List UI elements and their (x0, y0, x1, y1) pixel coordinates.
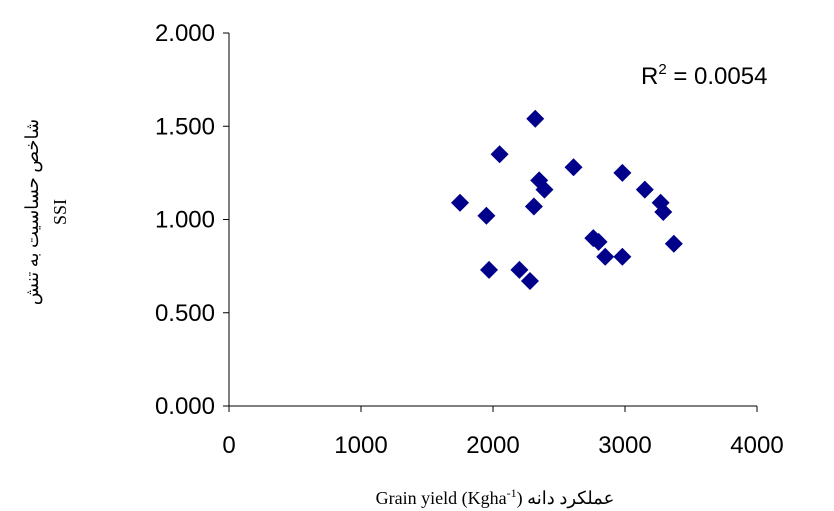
data-point-diamond (480, 260, 499, 279)
data-point-diamond (477, 206, 496, 225)
data-point-diamond (520, 272, 539, 291)
data-point-diamond (524, 197, 543, 216)
y-tick-label: 0.500 (155, 300, 215, 327)
y-tick-label: 1.500 (155, 113, 215, 140)
x-tick-label: 3000 (598, 432, 651, 459)
data-point-diamond (589, 232, 608, 251)
data-point-diamond (664, 234, 683, 253)
data-point-diamond (564, 158, 583, 177)
y-tick-label: 2.000 (155, 20, 215, 47)
data-point-diamond (613, 163, 632, 182)
r-squared-annotation: R2 = 0.0054 (641, 61, 767, 90)
data-point-diamond (526, 109, 545, 128)
y-axis-title-persian: شاخص حساسیت به تنش (22, 119, 43, 305)
x-axis-ticks: 0 1000 2000 3000 4000 (222, 406, 784, 459)
y-tick-label: 0.000 (155, 393, 215, 420)
x-axis-title: Grain yield (Kgha-1) عملکرد دانه (376, 486, 615, 509)
data-point-diamond (596, 247, 615, 266)
y-axis-ticks: 0.000 0.500 1.000 1.500 2.000 (155, 20, 229, 420)
x-tick-label: 1000 (334, 432, 387, 459)
data-points (451, 109, 683, 291)
y-tick-label: 1.000 (155, 207, 215, 234)
data-point-diamond (613, 247, 632, 266)
data-point-diamond (490, 145, 509, 164)
x-tick-label: 0 (222, 432, 235, 459)
data-point-diamond (654, 203, 673, 222)
data-point-diamond (535, 180, 554, 199)
data-point-diamond (510, 260, 529, 279)
x-tick-label: 2000 (466, 432, 519, 459)
x-tick-label: 4000 (730, 432, 783, 459)
data-point-diamond (451, 193, 469, 212)
data-point-diamond (635, 180, 654, 199)
y-axis-title-ssi: SSI (50, 199, 70, 225)
